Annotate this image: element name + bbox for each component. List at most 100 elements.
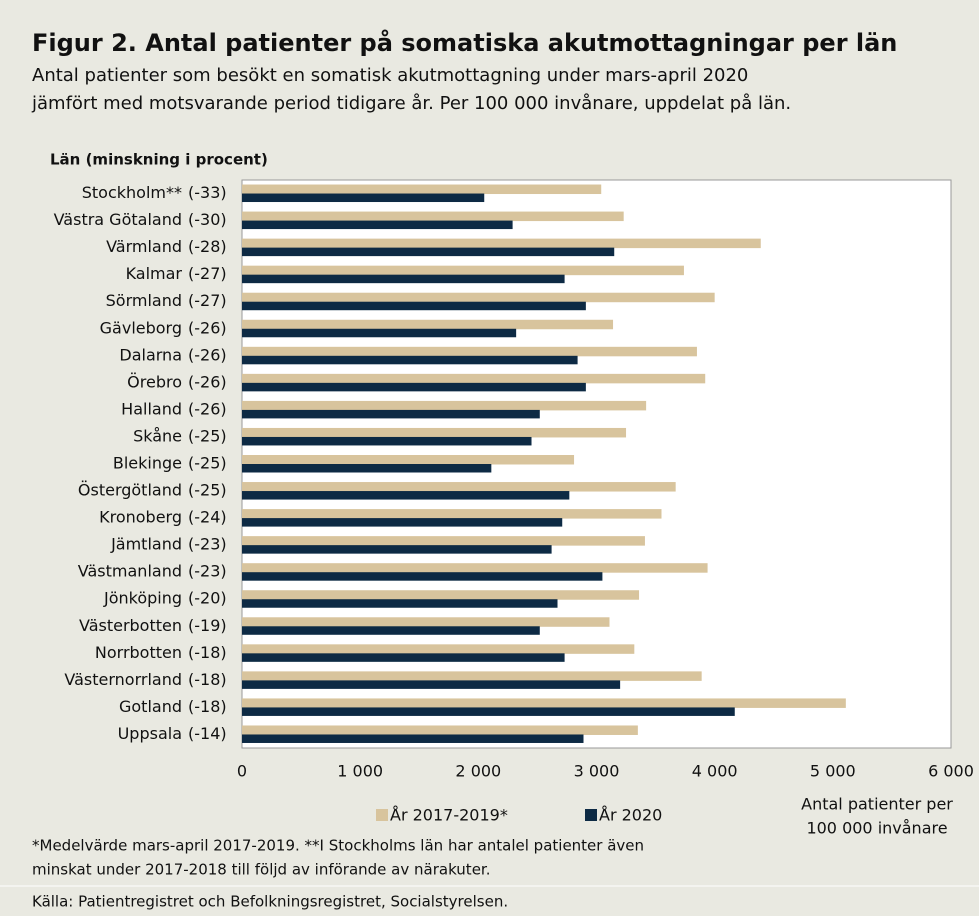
category-change: (-30) bbox=[188, 210, 227, 229]
category-change: (-26) bbox=[188, 318, 227, 337]
bar bbox=[242, 617, 610, 627]
x-tick-label: 1 000 bbox=[337, 762, 383, 781]
legend-swatch bbox=[376, 809, 388, 821]
x-axis-title: 100 000 invånare bbox=[806, 819, 947, 838]
y-tick-label: Jönköping bbox=[103, 589, 182, 608]
category-change: (-18) bbox=[188, 670, 227, 689]
y-tick-label: Uppsala bbox=[118, 724, 182, 743]
x-tick-label: 4 000 bbox=[692, 762, 738, 781]
bar bbox=[242, 734, 584, 743]
bar bbox=[242, 626, 540, 635]
y-tick-label: Kronoberg bbox=[99, 508, 182, 527]
bar bbox=[242, 653, 565, 662]
y-tick-label: Gotland bbox=[119, 697, 182, 716]
x-tick-label: 3 000 bbox=[574, 762, 620, 781]
y-tick-label: Skåne bbox=[133, 426, 182, 445]
bar bbox=[242, 464, 492, 473]
bar bbox=[242, 644, 635, 654]
x-axis-title: Antal patienter per bbox=[801, 795, 953, 814]
bar bbox=[242, 590, 640, 600]
bar bbox=[242, 572, 603, 581]
bar bbox=[242, 536, 645, 546]
y-tick-label: Östergötland bbox=[78, 481, 182, 500]
category-change: (-23) bbox=[188, 535, 227, 554]
legend-label: År 2017-2019* bbox=[390, 806, 508, 825]
bar bbox=[242, 400, 647, 411]
chart-title: Figur 2. Antal patienter på somatiska ak… bbox=[32, 28, 897, 57]
category-change: (-28) bbox=[188, 237, 227, 256]
bar bbox=[242, 455, 575, 465]
bar bbox=[242, 545, 552, 554]
bar bbox=[242, 698, 846, 708]
bar bbox=[242, 301, 586, 311]
y-tick-label: Stockholm** bbox=[82, 183, 182, 202]
bar bbox=[242, 184, 602, 195]
bar bbox=[242, 319, 614, 330]
bar bbox=[242, 427, 627, 438]
y-tick-label: Västra Götaland bbox=[54, 210, 182, 229]
y-tick-label: Gävleborg bbox=[100, 318, 182, 337]
category-change: (-18) bbox=[188, 643, 227, 662]
category-change: (-33) bbox=[188, 183, 227, 202]
bar bbox=[242, 409, 540, 419]
category-change: (-26) bbox=[188, 372, 227, 391]
category-change: (-26) bbox=[188, 399, 227, 418]
bar bbox=[242, 265, 684, 276]
category-change: (-18) bbox=[188, 697, 227, 716]
bar bbox=[242, 563, 708, 573]
y-axis-title: Län (minskning i procent) bbox=[50, 151, 268, 169]
source: Källa: Patientregistret och Befolkningsr… bbox=[32, 893, 508, 911]
category-change: (-23) bbox=[188, 562, 227, 581]
y-tick-label: Västerbotten bbox=[79, 616, 182, 635]
bar bbox=[242, 328, 517, 338]
y-tick-label: Norrbotten bbox=[95, 643, 182, 662]
bar bbox=[242, 247, 615, 257]
y-tick-label: Blekinge bbox=[113, 454, 182, 473]
bar bbox=[242, 509, 662, 519]
bar bbox=[242, 220, 513, 230]
y-tick-label: Kalmar bbox=[126, 264, 183, 283]
category-change: (-27) bbox=[188, 291, 227, 310]
subtitle: jämfört med motsvarande period tidigare … bbox=[31, 93, 791, 114]
x-tick-label: 6 000 bbox=[928, 762, 974, 781]
category-change: (-19) bbox=[188, 616, 227, 635]
bar bbox=[242, 491, 570, 500]
bar bbox=[242, 382, 586, 392]
y-tick-label: Halland bbox=[121, 399, 182, 418]
bar bbox=[242, 211, 624, 222]
legend-label: År 2020 bbox=[599, 806, 662, 825]
y-tick-label: Örebro bbox=[127, 372, 182, 391]
legend-swatch bbox=[585, 809, 597, 821]
bar bbox=[242, 373, 706, 384]
category-change: (-25) bbox=[188, 481, 227, 500]
y-tick-label: Västmanland bbox=[78, 562, 182, 581]
subtitle: Antal patienter som besökt en somatisk a… bbox=[32, 65, 748, 86]
bar bbox=[242, 599, 558, 608]
x-tick-label: 2 000 bbox=[455, 762, 501, 781]
bar bbox=[242, 292, 715, 303]
y-tick-label: Jämtland bbox=[110, 535, 182, 554]
bar bbox=[242, 355, 578, 365]
bar bbox=[242, 680, 621, 689]
bar bbox=[242, 436, 532, 446]
bar bbox=[242, 193, 485, 203]
category-change: (-24) bbox=[188, 508, 227, 527]
category-change: (-26) bbox=[188, 345, 227, 364]
footnote: minskat under 2017-2018 till följd av in… bbox=[32, 861, 490, 879]
bar bbox=[242, 707, 735, 716]
y-tick-label: Värmland bbox=[106, 237, 182, 256]
bar bbox=[242, 346, 697, 357]
bar bbox=[242, 274, 565, 284]
category-change: (-27) bbox=[188, 264, 227, 283]
bar bbox=[242, 482, 676, 492]
category-change: (-25) bbox=[188, 426, 227, 445]
category-change: (-25) bbox=[188, 454, 227, 473]
y-tick-label: Västernorrland bbox=[64, 670, 182, 689]
category-change: (-20) bbox=[188, 589, 227, 608]
y-tick-label: Sörmland bbox=[106, 291, 182, 310]
bar bbox=[242, 671, 702, 681]
bar bbox=[242, 238, 761, 249]
x-tick-label: 0 bbox=[237, 762, 247, 781]
category-change: (-14) bbox=[188, 724, 227, 743]
